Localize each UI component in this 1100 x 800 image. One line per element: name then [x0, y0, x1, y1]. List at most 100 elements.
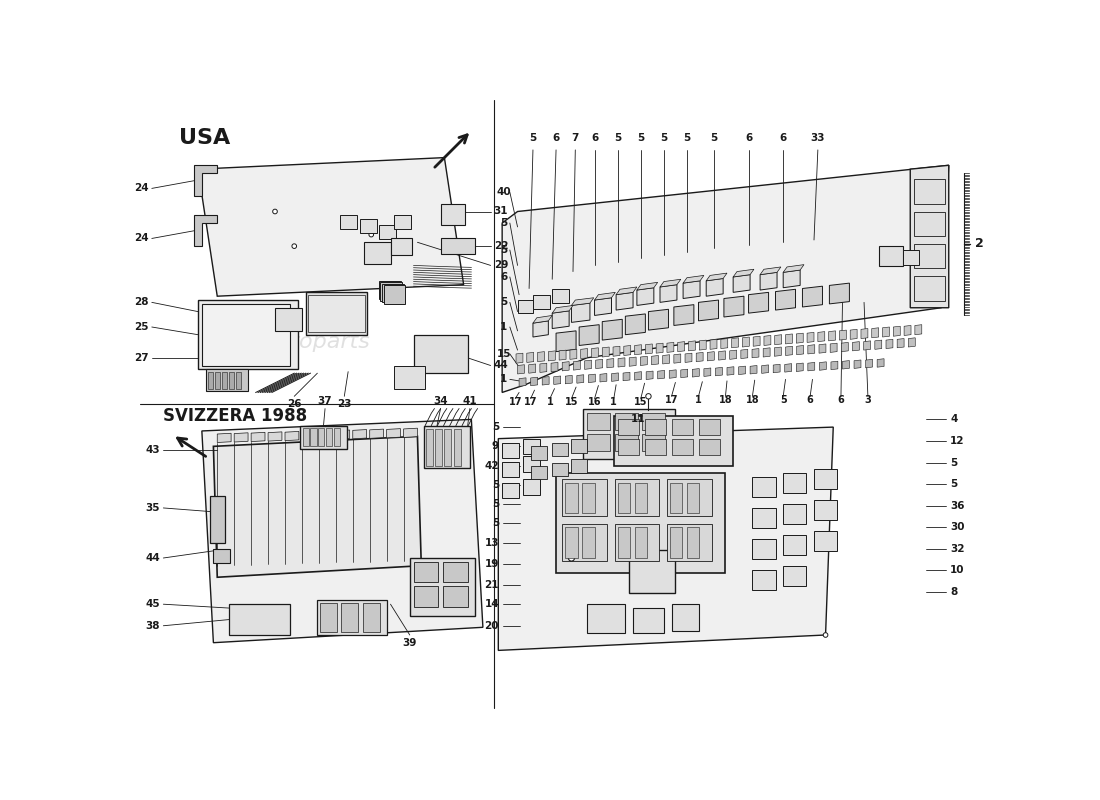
- Polygon shape: [195, 215, 218, 246]
- Polygon shape: [674, 354, 681, 363]
- Polygon shape: [404, 428, 418, 438]
- Text: 6: 6: [552, 134, 560, 143]
- Text: 3: 3: [865, 395, 871, 405]
- Text: 23: 23: [337, 399, 352, 410]
- Polygon shape: [268, 432, 282, 441]
- Polygon shape: [660, 285, 676, 302]
- Text: 35: 35: [146, 503, 161, 513]
- Polygon shape: [783, 270, 800, 288]
- Polygon shape: [733, 274, 750, 292]
- Polygon shape: [852, 342, 859, 351]
- Bar: [206, 370, 248, 391]
- Circle shape: [292, 244, 297, 249]
- Bar: [556, 474, 726, 574]
- Text: 18: 18: [718, 395, 733, 405]
- Circle shape: [569, 555, 574, 561]
- Text: 17: 17: [664, 395, 679, 405]
- Polygon shape: [594, 298, 612, 315]
- Text: europarts: europarts: [263, 333, 372, 352]
- Bar: [670, 527, 682, 558]
- Text: europarts: europarts: [263, 548, 372, 568]
- Bar: [341, 215, 358, 230]
- Bar: [671, 439, 693, 455]
- Bar: [582, 527, 595, 558]
- Polygon shape: [681, 369, 688, 378]
- Polygon shape: [877, 358, 884, 367]
- Polygon shape: [760, 267, 781, 274]
- Bar: [880, 246, 902, 266]
- Text: 5: 5: [492, 518, 499, 528]
- Bar: [306, 292, 367, 334]
- Bar: [645, 439, 667, 455]
- Polygon shape: [198, 158, 464, 296]
- Bar: [443, 586, 468, 606]
- Bar: [531, 466, 547, 479]
- Bar: [565, 527, 578, 558]
- Polygon shape: [592, 348, 598, 358]
- Polygon shape: [573, 361, 581, 370]
- Bar: [381, 282, 403, 301]
- Polygon shape: [534, 321, 548, 337]
- Polygon shape: [600, 374, 607, 382]
- Bar: [378, 281, 400, 299]
- Polygon shape: [796, 346, 804, 354]
- Polygon shape: [820, 362, 826, 370]
- Text: europarts: europarts: [640, 548, 749, 568]
- Text: 44: 44: [494, 361, 508, 370]
- Polygon shape: [909, 338, 915, 347]
- Bar: [667, 479, 712, 517]
- Polygon shape: [807, 362, 815, 371]
- Polygon shape: [651, 355, 659, 365]
- Bar: [615, 414, 638, 430]
- Polygon shape: [738, 366, 746, 374]
- Text: 19: 19: [485, 559, 499, 569]
- Text: 41: 41: [462, 395, 477, 406]
- Polygon shape: [649, 310, 669, 330]
- Polygon shape: [588, 374, 595, 382]
- Polygon shape: [861, 329, 868, 338]
- Polygon shape: [559, 350, 566, 360]
- Bar: [671, 419, 693, 435]
- Polygon shape: [742, 337, 749, 347]
- Text: 5: 5: [780, 395, 786, 405]
- Polygon shape: [820, 344, 826, 353]
- Bar: [502, 482, 519, 498]
- Polygon shape: [683, 281, 700, 298]
- Text: USA: USA: [178, 128, 230, 148]
- Bar: [752, 477, 776, 497]
- Bar: [752, 570, 776, 590]
- Bar: [302, 428, 309, 446]
- Polygon shape: [864, 341, 870, 350]
- Bar: [914, 211, 945, 236]
- Text: 2: 2: [976, 238, 983, 250]
- Polygon shape: [516, 353, 522, 363]
- Text: 5: 5: [492, 480, 499, 490]
- Text: 33: 33: [811, 134, 825, 143]
- Polygon shape: [581, 349, 587, 358]
- Polygon shape: [618, 358, 625, 367]
- Text: 5: 5: [683, 134, 691, 143]
- Bar: [645, 419, 667, 435]
- Polygon shape: [807, 345, 815, 354]
- Bar: [222, 372, 228, 389]
- Bar: [814, 470, 837, 490]
- Bar: [341, 602, 359, 632]
- Polygon shape: [551, 362, 558, 372]
- Polygon shape: [689, 341, 695, 351]
- Polygon shape: [683, 275, 704, 283]
- Bar: [300, 426, 346, 449]
- Bar: [390, 238, 412, 255]
- Text: 1: 1: [500, 374, 507, 384]
- Polygon shape: [656, 343, 663, 353]
- Text: 6: 6: [837, 395, 845, 405]
- Polygon shape: [637, 282, 658, 290]
- Text: 7: 7: [572, 134, 579, 143]
- Polygon shape: [213, 436, 421, 578]
- Bar: [308, 294, 365, 332]
- Polygon shape: [763, 335, 771, 346]
- Polygon shape: [552, 306, 573, 313]
- Polygon shape: [911, 166, 948, 308]
- Bar: [814, 500, 837, 520]
- Polygon shape: [624, 346, 630, 355]
- Text: 44: 44: [145, 553, 161, 563]
